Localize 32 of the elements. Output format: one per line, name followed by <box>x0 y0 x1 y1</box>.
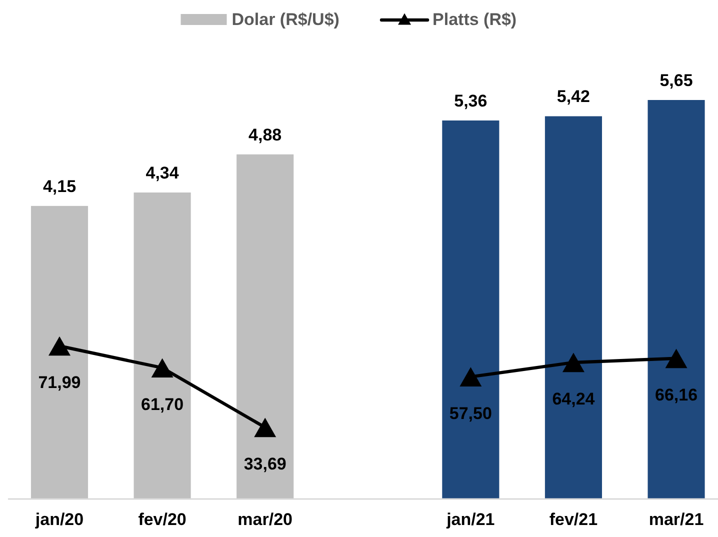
data-label: 5,42 <box>556 87 590 106</box>
bar <box>134 192 191 499</box>
point <box>562 352 584 372</box>
data-label: 5,65 <box>660 71 693 90</box>
data-label: 4,34 <box>146 164 180 183</box>
legend-label: Platts (R$) <box>432 10 517 29</box>
data-label: 57,50 <box>449 404 492 423</box>
bar <box>544 116 602 499</box>
bar <box>442 120 500 499</box>
data-label: 33,69 <box>244 454 286 474</box>
data-label: 66,16 <box>654 385 698 404</box>
x-tick-label: jan/21 <box>446 510 495 529</box>
data-label: 4,15 <box>42 176 76 196</box>
legend-label: Dolar (R$/U$) <box>232 10 340 29</box>
bar <box>30 206 88 499</box>
data-label: 5,36 <box>454 91 488 110</box>
x-tick-label: jan/20 <box>34 510 84 529</box>
x-tick-label: mar/20 <box>238 510 293 529</box>
point <box>254 418 276 438</box>
x-tick-label: fev/21 <box>549 510 598 529</box>
bar <box>648 100 705 499</box>
bar <box>236 154 294 499</box>
point <box>151 358 174 378</box>
x-tick-label: fev/20 <box>138 510 186 529</box>
point <box>48 336 70 356</box>
data-label: 61,70 <box>141 394 184 414</box>
x-tick-label: mar/21 <box>648 510 704 529</box>
data-label: 4,88 <box>248 125 282 144</box>
point <box>665 348 688 368</box>
point <box>460 367 482 386</box>
data-label: 64,24 <box>552 389 596 408</box>
data-label: 71,99 <box>38 373 81 392</box>
